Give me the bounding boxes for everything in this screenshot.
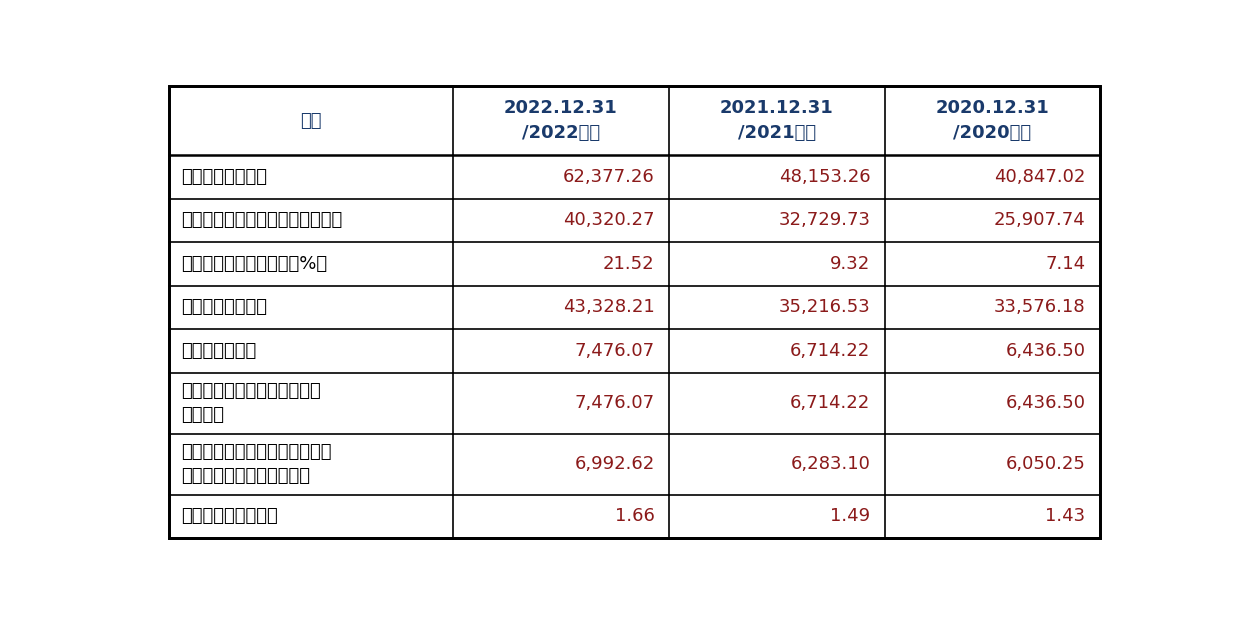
Text: 净利润（万元）: 净利润（万元） [182,342,256,360]
Text: 21.52: 21.52 [603,255,655,273]
Text: 7.14: 7.14 [1045,255,1086,273]
Text: 40,847.02: 40,847.02 [994,168,1086,186]
Text: 6,992.62: 6,992.62 [574,455,655,473]
Text: 25,907.74: 25,907.74 [994,211,1086,229]
Text: 归属于母公司所有者权益（万元）: 归属于母公司所有者权益（万元） [182,211,343,229]
Text: 项目: 项目 [301,111,322,130]
Text: 1.49: 1.49 [831,507,870,525]
Text: 资产负债率（母公司）（%）: 资产负债率（母公司）（%） [182,255,328,273]
Text: 资产总额（万元）: 资产总额（万元） [182,168,267,186]
Text: 归属于母公司所有者的净利润
（万元）: 归属于母公司所有者的净利润 （万元） [182,383,322,424]
Text: 2021.12.31
/2021年度: 2021.12.31 /2021年度 [721,99,833,142]
Text: 6,436.50: 6,436.50 [1005,394,1086,412]
Text: 62,377.26: 62,377.26 [563,168,655,186]
Text: 33,576.18: 33,576.18 [994,298,1086,316]
Text: 43,328.21: 43,328.21 [563,298,655,316]
Text: 7,476.07: 7,476.07 [574,342,655,360]
Text: 40,320.27: 40,320.27 [563,211,655,229]
Text: 2020.12.31
/2020年度: 2020.12.31 /2020年度 [936,99,1049,142]
Text: 35,216.53: 35,216.53 [779,298,870,316]
Text: 6,714.22: 6,714.22 [790,342,870,360]
Text: 6,283.10: 6,283.10 [791,455,870,473]
Text: 扣除非经常性损益后归属于母公
司所有者的净利润（万元）: 扣除非经常性损益后归属于母公 司所有者的净利润（万元） [182,443,332,485]
Text: 32,729.73: 32,729.73 [779,211,870,229]
Text: 6,050.25: 6,050.25 [1005,455,1086,473]
Text: 48,153.26: 48,153.26 [779,168,870,186]
Text: 营业收入（万元）: 营业收入（万元） [182,298,267,316]
Text: 7,476.07: 7,476.07 [574,394,655,412]
Text: 1.66: 1.66 [614,507,655,525]
Text: 1.43: 1.43 [1045,507,1086,525]
Text: 基本每股收益（元）: 基本每股收益（元） [182,507,279,525]
Text: 9.32: 9.32 [831,255,870,273]
Text: 6,436.50: 6,436.50 [1005,342,1086,360]
Text: 2022.12.31
/2022年度: 2022.12.31 /2022年度 [504,99,618,142]
Text: 6,714.22: 6,714.22 [790,394,870,412]
